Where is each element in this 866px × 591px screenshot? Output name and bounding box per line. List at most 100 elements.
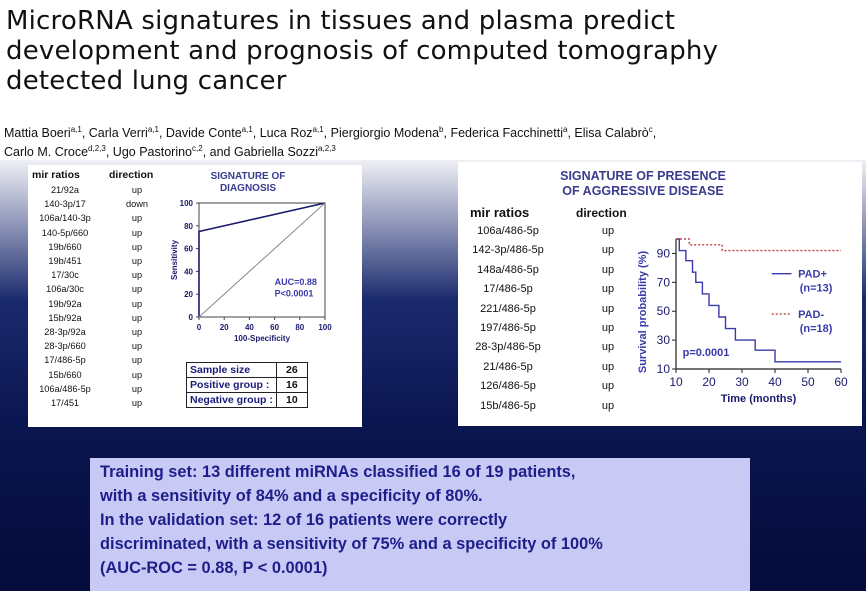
- table-row: 19b/660 up: [28, 242, 163, 254]
- panel-title-line: SIGNATURE OF PRESENCE: [560, 169, 726, 183]
- auc-label: AUC=0.88: [275, 277, 317, 287]
- legend-label: (n=13): [800, 283, 833, 295]
- survival-series-line: [676, 238, 841, 363]
- x-tick-label: 30: [735, 375, 749, 389]
- mir-ratio: 126/486-5p: [480, 380, 536, 393]
- author-line: Mattia Boeria,1, Carla Verria,1, Davide …: [4, 125, 657, 141]
- direction-value: up: [131, 341, 143, 352]
- title-line: detected lung cancer: [6, 66, 287, 96]
- stats-row: Sample size 26: [186, 362, 308, 378]
- x-tick-label: 0: [197, 323, 202, 332]
- author-name: Piergiorgio Modena: [330, 126, 440, 141]
- ratio-table: 106a/486-5p up 142-3p/486-5p up 148a/486-5p u…: [458, 225, 648, 425]
- table-row: 140-5p/660 up: [28, 228, 163, 240]
- author-name: Davide Conte: [165, 126, 242, 141]
- table-row: 21/486-5p up: [458, 361, 638, 380]
- roc-series-line: [198, 202, 326, 318]
- author-name: Carlo M. Croce: [4, 145, 89, 160]
- table-row: 21/92a up: [28, 185, 163, 197]
- direction-value: up: [131, 355, 143, 366]
- author-line: Carlo M. Croced,2,3, Ugo Pastorinoc,2, a…: [4, 144, 336, 160]
- direction-value: up: [601, 302, 615, 315]
- direction-value: up: [131, 398, 143, 408]
- mir-ratio: 15b/486-5p: [480, 399, 536, 412]
- direction-value: up: [131, 241, 143, 252]
- x-tick-label: 80: [295, 323, 304, 332]
- author-affiliation: a,1: [241, 125, 253, 134]
- col-header-direction: direction: [576, 206, 627, 220]
- direction-value: up: [601, 322, 615, 334]
- stats-label: Sample size: [186, 362, 277, 378]
- table-row: 106a/30c up: [28, 284, 163, 296]
- author-affiliation: b: [439, 125, 444, 134]
- stats-label: Negative group :: [186, 392, 277, 408]
- mir-ratio: 140-5p/660: [41, 227, 89, 238]
- col-header-ratios: mir ratios: [470, 205, 530, 220]
- author-name: Elisa Calabrò: [574, 126, 649, 141]
- title-line: development and prognosis of computed to…: [6, 36, 719, 66]
- direction-value: up: [131, 185, 143, 195]
- author-affiliation: a,1: [147, 125, 159, 134]
- direction-value: up: [131, 270, 143, 281]
- mir-ratio: 21/486-5p: [483, 360, 533, 373]
- table-row: 17/451 up: [28, 398, 163, 410]
- stats-label: Positive group :: [186, 377, 277, 393]
- legend-label: PAD+: [798, 269, 827, 281]
- panel-title-line: OF AGGRESSIVE DISEASE: [562, 184, 724, 198]
- mir-ratio: 197/486-5p: [480, 322, 536, 334]
- paper-title: MicroRNA signatures in tissues and plasm…: [6, 6, 861, 96]
- mir-ratio: 17/486-5p: [44, 355, 86, 366]
- x-tick-label: 20: [702, 375, 716, 389]
- stats-value: 10: [275, 392, 308, 408]
- x-axis-label: 100-Specificity: [234, 334, 291, 343]
- mir-ratio: 17/486-5p: [483, 283, 533, 296]
- mir-ratio: 106a/140-3p: [39, 213, 91, 224]
- table-row: 19b/92a up: [28, 299, 163, 311]
- mir-ratio: 28-3p/486-5p: [475, 341, 541, 354]
- table-row: 28-3p/486-5p up: [458, 341, 638, 360]
- table-row: 17/486-5p up: [458, 283, 638, 302]
- mir-ratio: 28-3p/92a: [44, 327, 86, 337]
- author-name: Federica Facchinetti: [450, 126, 563, 141]
- table-row: 15b/92a up: [28, 313, 163, 325]
- author-affiliation: a,1: [312, 125, 324, 134]
- direction-value: up: [131, 369, 143, 380]
- direction-value: up: [131, 227, 143, 238]
- mir-ratio: 17/30c: [51, 270, 79, 281]
- author-affiliation: a,2,3: [318, 144, 336, 154]
- author-name: and Gabriella Sozzi: [209, 145, 319, 160]
- col-header-direction: direction: [109, 169, 154, 181]
- author-name: Carla Verri: [88, 126, 148, 141]
- mir-ratio: 19b/660: [48, 241, 82, 252]
- author-affiliation: c,2: [192, 144, 203, 154]
- mir-ratio: 142-3p/486-5p: [472, 244, 544, 257]
- author-list: Mattia Boeria,1, Carla Verria,1, Davide …: [4, 122, 864, 160]
- author-name: Ugo Pastorino: [112, 145, 193, 160]
- summary-line: (AUC-ROC = 0.88, P < 0.0001): [100, 559, 328, 577]
- author-affiliation: a: [563, 125, 568, 134]
- direction-value: up: [131, 284, 143, 295]
- p-value-label: p=0.0001: [683, 347, 730, 359]
- x-tick-label: 40: [768, 375, 782, 389]
- y-tick-label: 10: [657, 362, 671, 376]
- mir-ratio: 106a/486-5p: [39, 383, 91, 394]
- stats-row: Positive group :16: [186, 377, 308, 393]
- survival-series-line: [676, 238, 841, 252]
- table-row: 142-3p/486-5p up: [458, 244, 638, 263]
- aggressive-disease-panel: SIGNATURE OF PRESENCE OF AGGRESSIVE DISE…: [458, 162, 862, 426]
- mir-ratio: 221/486-5p: [480, 302, 536, 315]
- stats-value: 26: [275, 362, 308, 378]
- direction-value: up: [601, 225, 615, 237]
- table-row: 140-3p/17 down: [28, 199, 163, 211]
- table-row: 17/30c up: [28, 270, 163, 282]
- summary-line: with a sensitivity of 84% and a specific…: [100, 487, 483, 505]
- legend-label: PAD-: [798, 309, 824, 321]
- table-row: 106a/140-3p up: [28, 213, 163, 225]
- mir-ratio: 140-3p/17: [44, 199, 86, 210]
- table-row: 106a/486-5p up: [458, 225, 638, 244]
- author-name: Mattia Boeri: [4, 126, 71, 141]
- direction-value: up: [131, 327, 143, 337]
- table-row: 126/486-5p up: [458, 380, 638, 399]
- direction-value: up: [131, 298, 143, 309]
- mir-ratio: 21/92a: [50, 185, 80, 195]
